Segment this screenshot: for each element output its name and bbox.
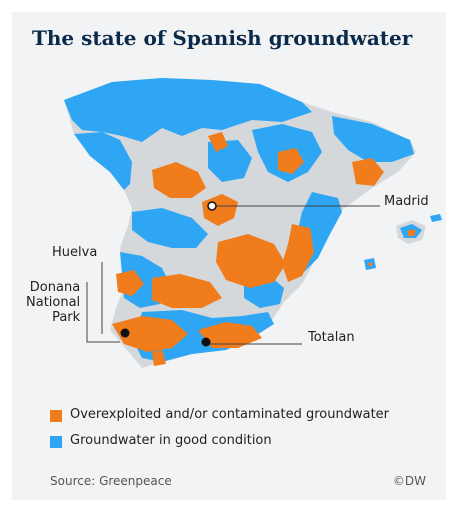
totalan-label: Totalan — [308, 330, 355, 345]
overexploited-area-southwest — [112, 316, 188, 352]
huelva-label: Huelva — [52, 245, 98, 260]
good-area-center — [132, 208, 208, 248]
donana-marker — [120, 328, 130, 338]
island-ibiza-overexploited — [367, 262, 372, 267]
leader-lines — [86, 205, 380, 345]
legend-swatch-blue — [50, 436, 62, 448]
good-area-north — [64, 78, 312, 142]
legend-label-overexploited: Overexploited and/or contaminated ground… — [70, 407, 390, 422]
legend-label-good: Groundwater in good condition — [70, 433, 272, 448]
good-area-northeast — [332, 116, 414, 162]
good-area-northwest — [74, 132, 132, 190]
madrid-marker — [207, 201, 217, 211]
overexploited-area-west-mid — [116, 270, 144, 296]
overexploited-area-north — [208, 132, 228, 152]
source-note: Source: Greenpeace — [50, 474, 172, 488]
overexploited-area-guadalquivir — [152, 274, 222, 308]
overexploited-areas — [112, 132, 384, 366]
island-mallorca-overexploited — [408, 230, 416, 236]
overexploited-area-levante — [282, 224, 314, 282]
overexploited-area-ebro — [278, 148, 304, 174]
map-title: The state of Spanish groundwater — [32, 26, 413, 50]
dw-credit: ©DW — [392, 474, 426, 488]
spain-groundwater-map — [64, 78, 442, 368]
madrid-label: Madrid — [384, 194, 429, 209]
donana-label: Donana National Park — [26, 280, 81, 325]
overexploited-area-duero — [152, 162, 206, 198]
overexploited-area-south-mid — [152, 350, 166, 366]
overexploited-area-andalusia — [198, 322, 262, 348]
infographic-card: The state of Spanish groundwater — [12, 12, 446, 500]
totalan-marker — [201, 337, 211, 347]
balearic-islands — [364, 214, 442, 270]
legend-swatch-orange — [50, 410, 62, 422]
island-menorca — [430, 214, 442, 222]
overexploited-area-lamancha — [216, 234, 286, 288]
donana-leader-line — [86, 282, 120, 343]
overexploited-area-northeast — [352, 158, 384, 186]
